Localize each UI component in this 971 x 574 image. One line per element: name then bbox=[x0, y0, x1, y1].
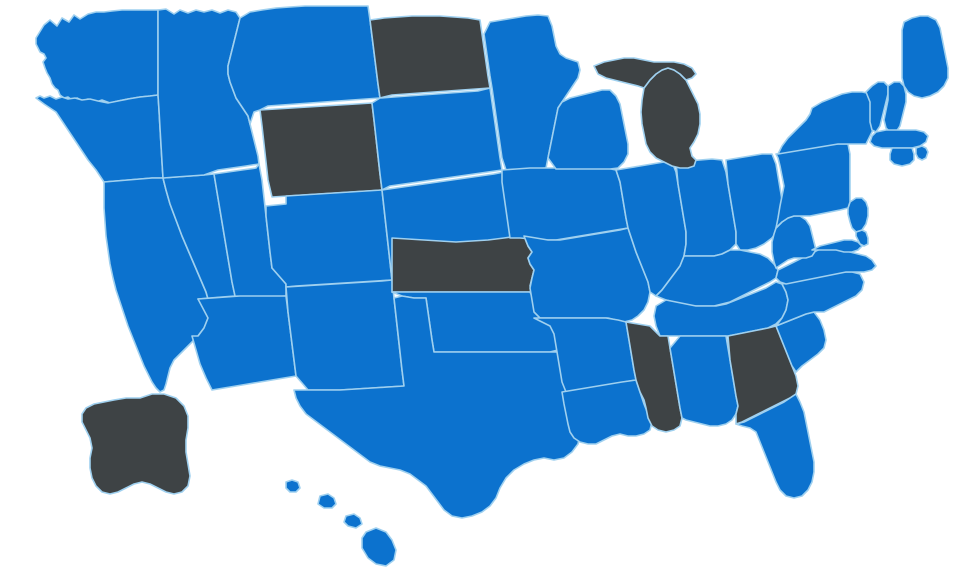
state-wy[interactable]: Wyoming bbox=[260, 103, 382, 197]
state-ia[interactable]: Iowa bbox=[502, 168, 628, 240]
state-ny[interactable]: New York bbox=[778, 92, 880, 154]
state-ct[interactable]: Connecticut bbox=[890, 148, 914, 166]
state-co[interactable]: Colorado bbox=[266, 190, 392, 287]
state-az[interactable]: Arizona bbox=[192, 296, 296, 390]
state-md[interactable]: Maryland bbox=[812, 240, 862, 252]
states-layer: WashingtonOregonCaliforniaNevadaIdahoMon… bbox=[36, 6, 948, 566]
state-vt[interactable]: Vermont bbox=[866, 82, 888, 132]
state-mo[interactable]: Missouri bbox=[524, 228, 650, 322]
state-nd[interactable]: North Dakota bbox=[370, 16, 490, 98]
state-wi[interactable]: Wisconsin bbox=[548, 90, 628, 169]
state-ks[interactable]: Kansas bbox=[392, 236, 534, 292]
state-mi[interactable]: Michigan bbox=[641, 68, 700, 168]
state-ma[interactable]: Massachusetts bbox=[870, 130, 928, 148]
state-hi[interactable]: Hawaii bbox=[286, 480, 300, 492]
state-hi[interactable]: Hawaii bbox=[362, 528, 396, 566]
state-hi[interactable]: Hawaii bbox=[318, 494, 336, 508]
state-ak[interactable]: Alaska bbox=[82, 394, 190, 494]
state-fl[interactable]: Florida bbox=[736, 394, 814, 498]
state-al[interactable]: Alabama bbox=[670, 336, 738, 426]
state-mi[interactable]: Michigan bbox=[594, 58, 696, 88]
state-de[interactable]: Delaware bbox=[856, 230, 868, 246]
state-nm[interactable]: New Mexico bbox=[286, 280, 404, 390]
state-or[interactable]: Oregon bbox=[36, 95, 163, 182]
state-wa[interactable]: Washington bbox=[36, 10, 158, 103]
state-hi[interactable]: Hawaii bbox=[344, 514, 362, 528]
state-me[interactable]: Maine bbox=[902, 16, 948, 98]
state-nh[interactable]: New Hampshire bbox=[884, 82, 906, 132]
state-mt[interactable]: Montana bbox=[228, 6, 380, 124]
state-nj[interactable]: New Jersey bbox=[848, 198, 868, 232]
state-la[interactable]: Louisiana bbox=[562, 380, 652, 444]
state-tx[interactable]: Texas bbox=[294, 296, 580, 518]
state-pa[interactable]: Pennsylvania bbox=[776, 144, 850, 228]
state-sd[interactable]: South Dakota bbox=[372, 88, 502, 190]
state-ri[interactable]: Rhode Island bbox=[916, 146, 928, 160]
